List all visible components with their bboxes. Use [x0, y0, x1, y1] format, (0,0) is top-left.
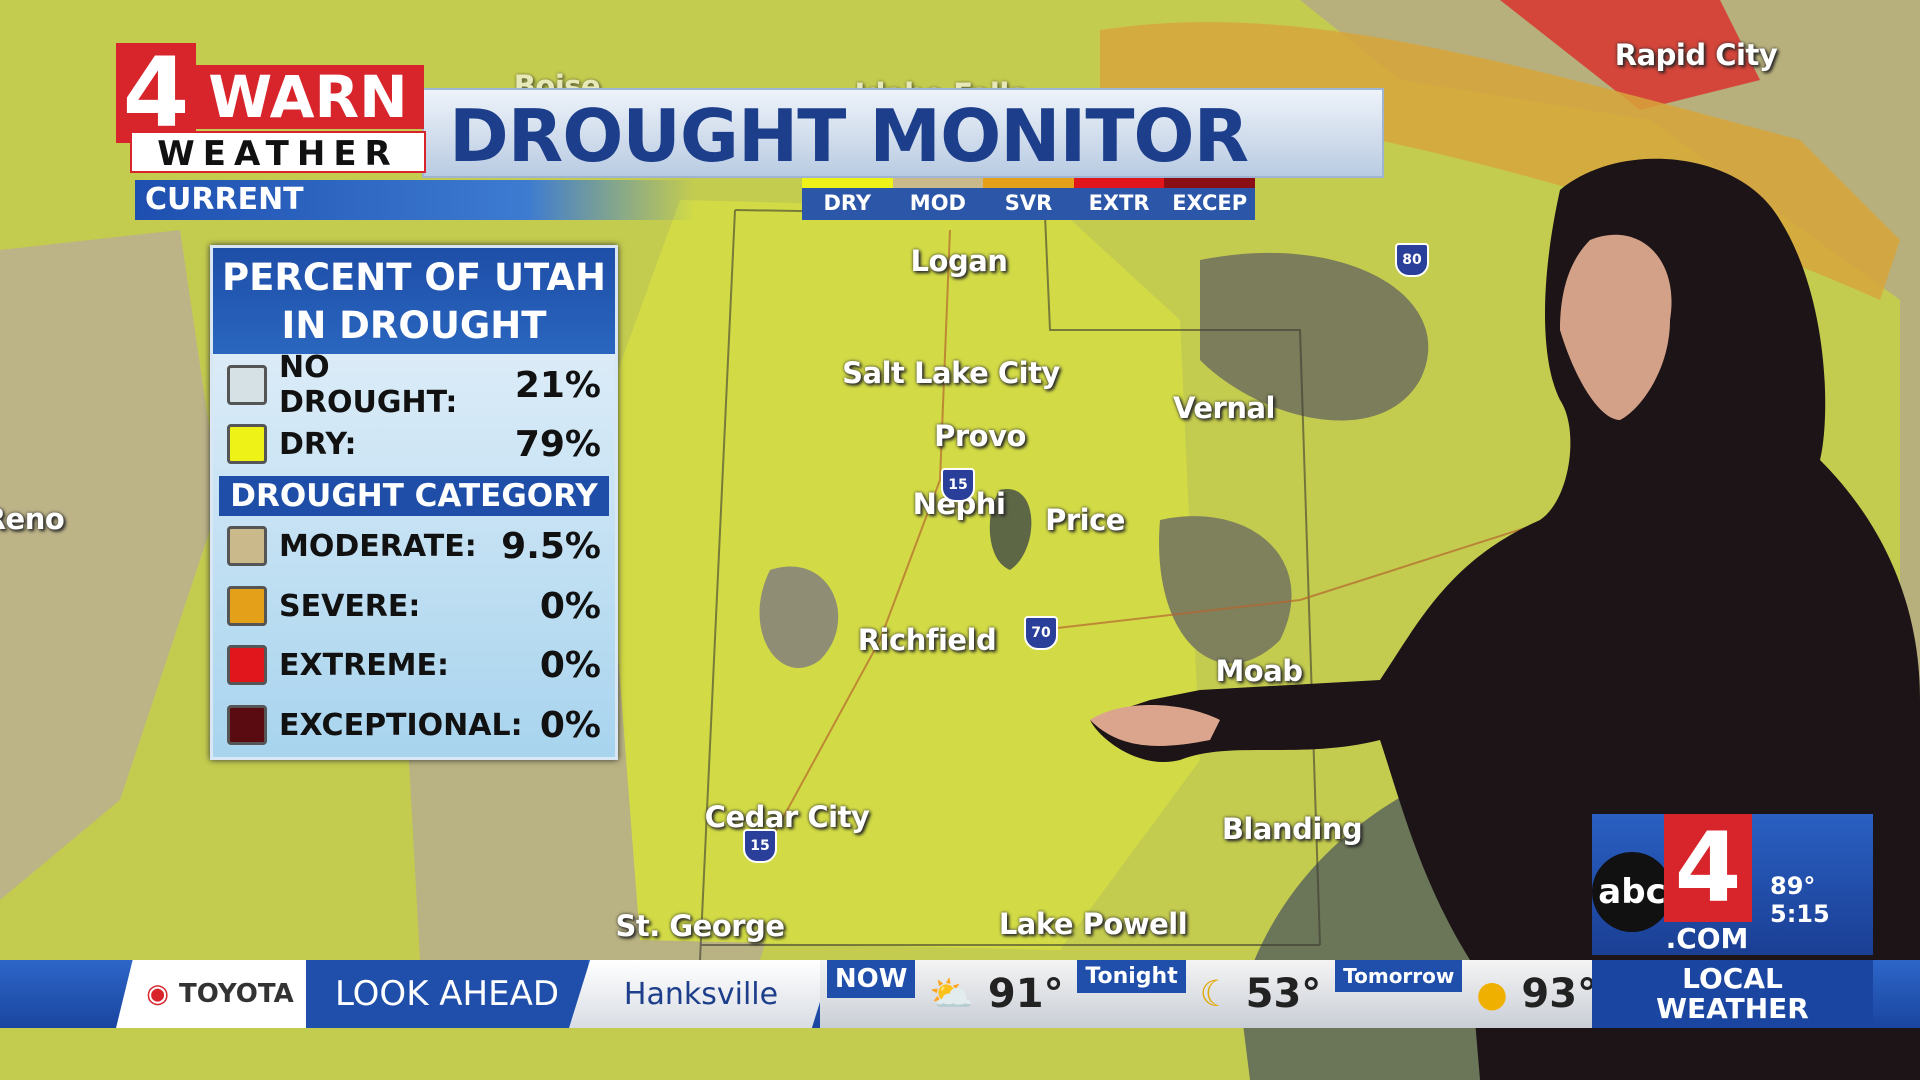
row-label: NO DROUGHT: [279, 350, 458, 420]
city-label: Moab [1215, 654, 1303, 688]
forecast-temp: 53° [1245, 971, 1322, 1017]
city-label: Cedar City [704, 800, 870, 834]
row-label: MODERATE: [279, 528, 477, 564]
header-title: DROUGHT MONITOR [449, 94, 1249, 178]
ticker-location: Hanksville [569, 960, 833, 1028]
row-value: 0% [539, 644, 601, 686]
swatch [227, 526, 267, 566]
network-logo: abc [1592, 852, 1672, 932]
weather-icon: ⛅ [929, 974, 975, 1015]
row-value: 21% [514, 364, 601, 406]
panel-row: NO DROUGHT: 21% [227, 350, 601, 420]
city-label: Vernal [1173, 391, 1275, 425]
city-label: Salt Lake City [842, 356, 1060, 390]
tag-line: WEATHER [1656, 992, 1809, 1025]
city-label: St. George [615, 909, 786, 943]
logo-brand: WARN [192, 65, 424, 129]
header-subtitle: CURRENT [145, 182, 304, 217]
city-label: Lake Powell [998, 907, 1188, 941]
station-number: 4 [1664, 814, 1752, 922]
weather-icon: ☾ [1199, 973, 1232, 1015]
row-label: DRY: [279, 426, 357, 462]
forecast-period: NOW [826, 960, 916, 998]
city-label: Richfield [857, 623, 997, 657]
panel-row: SEVERE: 0% [227, 580, 601, 632]
city-label: Rapid City [1614, 38, 1778, 72]
panel-row: DRY: 79% [227, 418, 601, 470]
swatch [227, 645, 267, 685]
tag-line: LOCAL [1682, 962, 1783, 995]
row-label: EXCEPTIONAL: [279, 707, 523, 743]
scale-item: DRY [802, 178, 893, 220]
forecast-temp: 93° [1521, 971, 1598, 1017]
sponsor-icon: ◉ [146, 979, 169, 1009]
drought-scale: DRY MOD SVR EXTR EXCEP [802, 178, 1255, 220]
row-label: SEVERE: [279, 588, 421, 624]
swatch [227, 424, 267, 464]
highway-shield: 15 [743, 829, 777, 863]
panel-title: PERCENT OF UTAH IN DROUGHT [213, 248, 615, 354]
city-label: Reno [0, 502, 65, 536]
ticker-segment: LOOK AHEAD [306, 960, 588, 1028]
logo-sub: WEATHER [130, 131, 426, 174]
drought-panel: PERCENT OF UTAH IN DROUGHT NO DROUGHT: 21… [210, 245, 618, 760]
swatch [227, 586, 267, 626]
swatch [227, 705, 267, 745]
header-bar: DROUGHT MONITOR [422, 88, 1384, 178]
forecast-period: Tomorrow [1335, 960, 1463, 992]
highway-shield: 70 [1024, 616, 1058, 650]
panel-section: DROUGHT CATEGORY [219, 476, 609, 516]
row-value: 0% [539, 704, 601, 746]
scale-item: EXCEP [1164, 178, 1255, 220]
station-domain: .COM [1665, 922, 1749, 955]
city-label: Blanding [1221, 812, 1363, 846]
panel-row: MODERATE: 9.5% [227, 520, 601, 572]
station-logo: 4 WARN WEATHER [116, 43, 429, 178]
ticker-forecast: NOW ⛅ 91° Tonight ☾ 53° Tomorrow ● 93° [820, 960, 1604, 1028]
subtitle-bar: CURRENT [135, 180, 695, 220]
highway-shield: 80 [1395, 243, 1429, 277]
ticker-sponsor: ◉ TOYOTA [116, 960, 324, 1028]
row-value: 0% [539, 585, 601, 627]
station-bug: abc 4 .COM 89° 5:15 [1592, 814, 1873, 955]
scale-item: MOD [892, 178, 984, 220]
panel-title-line: PERCENT OF UTAH [221, 256, 607, 299]
city-label: Logan [910, 244, 1008, 278]
city-label: Provo [934, 419, 1026, 453]
ticker-tag: LOCAL WEATHER [1592, 960, 1873, 1028]
scale-item: SVR [983, 178, 1074, 220]
row-value: 9.5% [501, 525, 601, 567]
highway-shield: 15 [941, 468, 975, 502]
logo-number: 4 [116, 43, 196, 143]
city-label: Price [1045, 503, 1125, 537]
panel-row: EXCEPTIONAL: 0% [227, 699, 601, 751]
swatch [227, 365, 267, 405]
weather-icon: ● [1476, 973, 1508, 1015]
sponsor-text: TOYOTA [178, 979, 294, 1009]
station-time: 5:15 [1770, 900, 1830, 928]
panel-row: EXTREME: 0% [227, 639, 601, 691]
station-temp: 89° [1770, 872, 1816, 900]
forecast-period: Tonight [1077, 960, 1186, 993]
panel-title-line: IN DROUGHT [281, 304, 547, 347]
forecast-temp: 91° [987, 971, 1064, 1017]
scale-item: EXTR [1073, 178, 1165, 220]
row-value: 79% [514, 423, 601, 465]
row-label: EXTREME: [279, 647, 450, 683]
